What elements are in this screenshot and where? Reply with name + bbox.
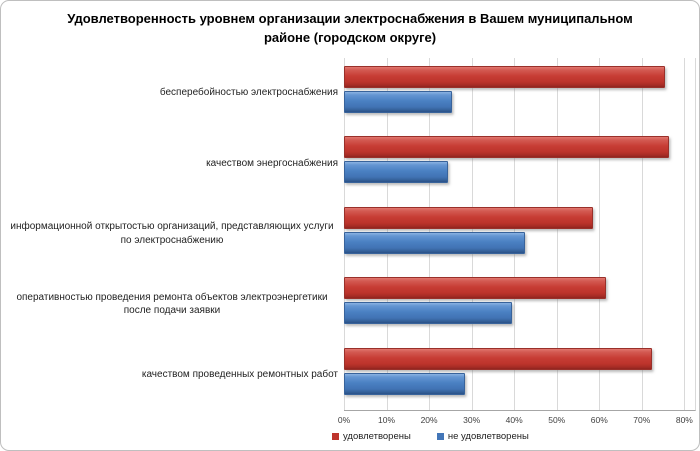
gridline <box>641 58 643 410</box>
category-label: информационной открытостью организаций, … <box>6 199 338 269</box>
legend-swatch-icon <box>332 432 339 440</box>
chart-title: Удовлетворенность уровнем организации эл… <box>67 11 633 45</box>
x-axis: 0% 10% 20% 30% 40% 50% 60% 70% 80% <box>338 415 695 427</box>
legend-label: не удовлетворены <box>447 430 529 442</box>
category-axis: бесперебойностью электроснабжения качеств… <box>6 58 338 410</box>
x-tick-label: 50% <box>548 415 566 425</box>
bar-not-satisfied <box>344 161 449 184</box>
bar-not-satisfied <box>344 302 512 325</box>
plot-area <box>344 58 696 411</box>
x-tick-label: 70% <box>633 415 651 425</box>
category-label: бесперебойностью электроснабжения <box>6 58 338 128</box>
gridline <box>556 58 558 410</box>
bar-group <box>344 340 695 410</box>
x-tick-label: 0% <box>337 415 351 425</box>
category-label: качеством энергоснабжения <box>6 128 338 198</box>
bar-satisfied <box>344 206 593 229</box>
bar-satisfied <box>344 136 670 159</box>
bar-not-satisfied <box>344 91 453 113</box>
x-tick-label: 10% <box>378 415 396 425</box>
legend: удовлетворены не удовлетворены <box>332 430 529 442</box>
bar-group <box>344 199 695 269</box>
category-label-text: качеством проведенных ремонтных работ <box>141 369 338 381</box>
x-tick-label: 20% <box>420 415 438 425</box>
x-tick-label: 60% <box>590 415 608 425</box>
bar-group <box>344 128 695 198</box>
bar-not-satisfied <box>344 231 525 254</box>
legend-item-not-satisfied: не удовлетворены <box>436 430 529 442</box>
bar-group <box>344 58 695 128</box>
category-label-text: качеством энергоснабжения <box>206 157 338 169</box>
bar-satisfied <box>344 347 653 370</box>
bar-group <box>344 269 695 339</box>
category-label: качеством проведенных ремонтных работ <box>6 340 338 410</box>
category-label-text: оперативностью проведения ремонта объект… <box>16 291 328 317</box>
category-label: оперативностью проведения ремонта объект… <box>6 269 338 339</box>
legend-item-satisfied: удовлетворены <box>332 431 411 442</box>
x-tick-label: 80% <box>675 415 693 425</box>
x-tick-label: 40% <box>505 415 523 425</box>
bar-satisfied <box>344 66 666 88</box>
category-label-text: информационной открытостью организаций, … <box>10 221 334 246</box>
category-label-text: бесперебойностью электроснабжения <box>159 87 338 99</box>
legend-label: удовлетворены <box>343 430 411 442</box>
bar-not-satisfied <box>344 372 466 395</box>
gridline <box>599 58 601 410</box>
bar-satisfied <box>344 277 606 300</box>
legend-swatch-icon <box>436 432 444 440</box>
x-tick-label: 30% <box>463 415 481 425</box>
gridline <box>684 58 686 410</box>
